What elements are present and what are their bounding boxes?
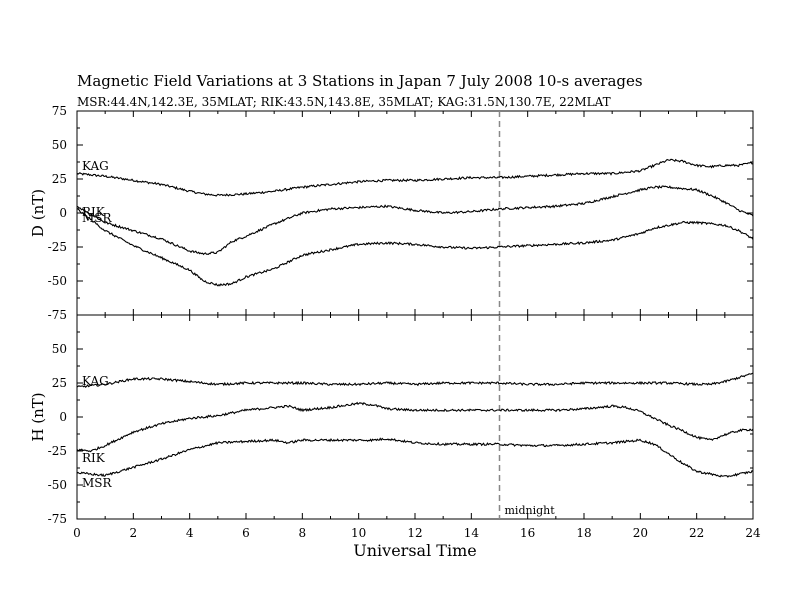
x-tick-label: 24 xyxy=(745,526,761,540)
x-axis-label: Universal Time xyxy=(353,541,476,560)
x-tick-label: 20 xyxy=(633,526,648,540)
y-axis-label: H (nT) xyxy=(29,392,47,441)
y-tick-label: -75 xyxy=(48,308,67,322)
midnight-label: midnight xyxy=(505,504,556,517)
panel-frame xyxy=(76,110,754,316)
series-msr-line xyxy=(76,207,754,287)
series-kag-line xyxy=(76,372,754,389)
x-tick-label: 10 xyxy=(351,526,366,540)
series-kag-label: KAG xyxy=(82,159,109,173)
y-tick-label: 25 xyxy=(52,172,67,186)
y-tick-label: 0 xyxy=(59,410,67,424)
y-tick-label: -50 xyxy=(48,274,67,288)
x-tick-label: 14 xyxy=(464,526,480,540)
y-tick-label: -25 xyxy=(48,444,67,458)
series-kag-line xyxy=(76,158,754,197)
series-msr-line xyxy=(76,437,754,478)
y-axis-label: D (nT) xyxy=(29,189,47,237)
x-tick-label: 18 xyxy=(576,526,591,540)
series-rik-label: RIK xyxy=(82,205,106,219)
x-tick-label: 6 xyxy=(242,526,250,540)
y-tick-label: -75 xyxy=(48,512,67,526)
y-tick-label: -25 xyxy=(48,240,67,254)
chart-subtitle: MSR:44.4N,142.3E, 35MLAT; RIK:43.5N,143.… xyxy=(77,95,611,109)
series-kag-label: KAG xyxy=(82,374,109,388)
y-tick-label: 0 xyxy=(59,206,67,220)
x-tick-label: 16 xyxy=(520,526,535,540)
x-tick-label: 22 xyxy=(689,526,704,540)
y-tick-label: 25 xyxy=(52,376,67,390)
y-tick-label: 50 xyxy=(52,342,67,356)
y-tick-label: -50 xyxy=(48,478,67,492)
y-tick-label: 50 xyxy=(52,138,67,152)
x-tick-label: 4 xyxy=(186,526,194,540)
series-rik-line xyxy=(76,401,754,453)
x-tick-label: 8 xyxy=(299,526,307,540)
x-tick-label: 2 xyxy=(130,526,138,540)
x-tick-label: 0 xyxy=(73,526,81,540)
chart-title: Magnetic Field Variations at 3 Stations … xyxy=(77,72,643,90)
series-msr-label: MSR xyxy=(82,476,113,490)
series-msr-label: MSR xyxy=(82,211,113,225)
series-rik-label: RIK xyxy=(82,451,106,465)
series-rik-line xyxy=(76,185,754,256)
x-tick-label: 12 xyxy=(407,526,422,540)
y-tick-label: 75 xyxy=(52,104,67,118)
